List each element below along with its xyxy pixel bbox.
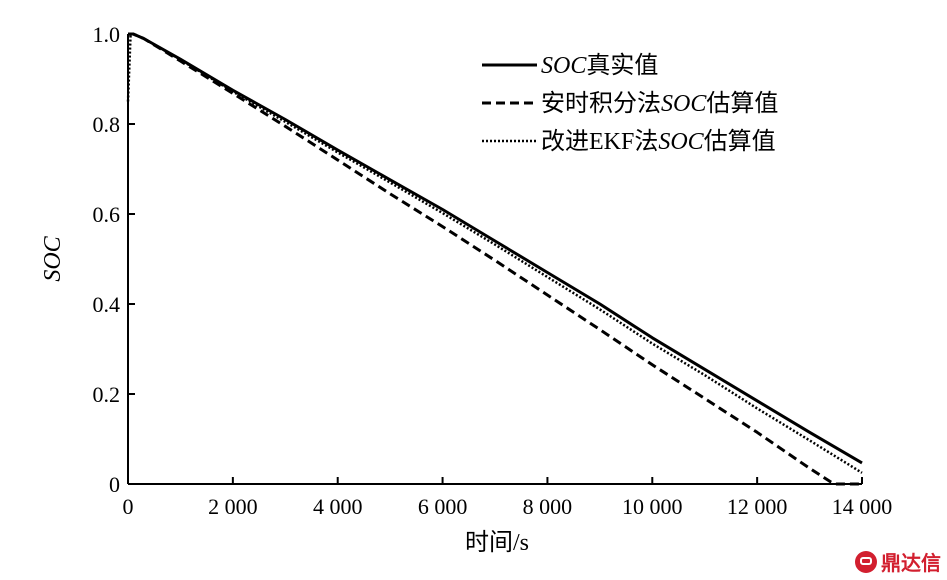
legend-label-ah-integration: 安时积分法SOC估算值 (541, 90, 778, 117)
legend-label-soc-italic: SOC (658, 129, 704, 155)
watermark-text: 鼎达信 (881, 551, 941, 575)
legend-label-true-soc: SOC真实值 (541, 52, 658, 79)
y-tick-label: 1.0 (93, 22, 121, 47)
legend-label-soc-italic: SOC (541, 53, 587, 79)
y-axis-title: SOC (40, 235, 66, 281)
y-tick-label: 0.8 (93, 112, 121, 137)
watermark-logo-icon (855, 550, 877, 573)
x-tick-label: 10 000 (622, 494, 683, 519)
legend-label-prefix: 安时积分法 (541, 90, 661, 117)
x-tick-label: 14 000 (832, 494, 893, 519)
x-tick-label: 6 000 (418, 494, 468, 519)
x-tick-label: 12 000 (727, 494, 788, 519)
x-axis-title: 时间/s (465, 529, 529, 556)
x-tick-label: 4 000 (313, 494, 363, 519)
x-tick-label: 2 000 (208, 494, 258, 519)
y-tick-label: 0.2 (93, 382, 121, 407)
y-ticks: 0 0.2 0.4 0.6 0.8 1.0 (93, 22, 135, 497)
x-tick-label: 0 (123, 494, 134, 519)
legend-label-soc-italic: SOC (661, 91, 707, 117)
legend-label-improved-ekf: 改进EKF法SOC估算值 (541, 128, 776, 155)
legend-entry-true-soc: SOC真实值 (482, 52, 658, 79)
y-tick-label: 0 (109, 472, 120, 497)
legend-label-rest: 真实值 (586, 52, 658, 79)
x-tick-label: 8 000 (523, 494, 573, 519)
legend-label-rest: 估算值 (704, 128, 776, 155)
legend-label-rest: 估算值 (706, 90, 778, 117)
legend: SOC真实值 安时积分法SOC估算值 改进EKF法SOC估算值 (482, 52, 778, 155)
legend-entry-ah-integration: 安时积分法SOC估算值 (482, 90, 778, 117)
x-ticks: 0 2 000 4 000 6 000 8 000 10 000 12 000 14 000 (123, 477, 893, 519)
y-tick-label: 0.4 (93, 292, 121, 317)
series-line-improved-ekf (126, 32, 863, 474)
watermark: 鼎达信 (855, 547, 941, 576)
series-lines (126, 32, 863, 486)
legend-label-prefix: 改进EKF法 (541, 128, 658, 155)
y-tick-label: 0.6 (93, 202, 121, 227)
legend-entry-improved-ekf: 改进EKF法SOC估算值 (482, 128, 776, 155)
